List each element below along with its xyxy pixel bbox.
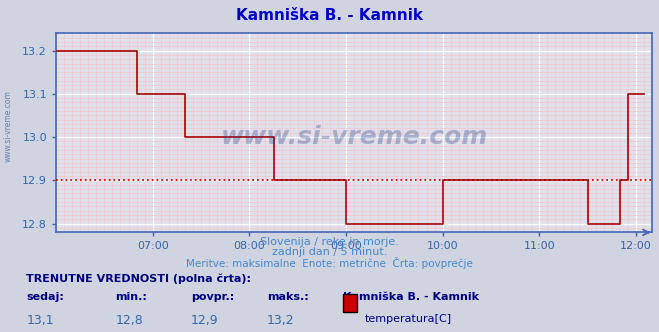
Text: 12,8: 12,8 <box>115 314 143 327</box>
Text: TRENUTNE VREDNOSTI (polna črta):: TRENUTNE VREDNOSTI (polna črta): <box>26 274 251 285</box>
Text: www.si-vreme.com: www.si-vreme.com <box>221 125 488 149</box>
Text: 12,9: 12,9 <box>191 314 219 327</box>
Text: Meritve: maksimalne  Enote: metrične  Črta: povprečje: Meritve: maksimalne Enote: metrične Črta… <box>186 257 473 269</box>
Text: min.:: min.: <box>115 292 147 302</box>
Text: 13,2: 13,2 <box>267 314 295 327</box>
Text: zadnji dan / 5 minut.: zadnji dan / 5 minut. <box>272 247 387 257</box>
Text: povpr.:: povpr.: <box>191 292 235 302</box>
Text: www.si-vreme.com: www.si-vreme.com <box>3 90 13 162</box>
Text: Slovenija / reke in morje.: Slovenija / reke in morje. <box>260 237 399 247</box>
Text: temperatura[C]: temperatura[C] <box>364 314 451 324</box>
Text: 13,1: 13,1 <box>26 314 54 327</box>
Text: maks.:: maks.: <box>267 292 308 302</box>
Text: Kamniška B. - Kamnik: Kamniška B. - Kamnik <box>236 8 423 23</box>
Text: Kamniška B. - Kamnik: Kamniška B. - Kamnik <box>343 292 478 302</box>
Text: sedaj:: sedaj: <box>26 292 64 302</box>
